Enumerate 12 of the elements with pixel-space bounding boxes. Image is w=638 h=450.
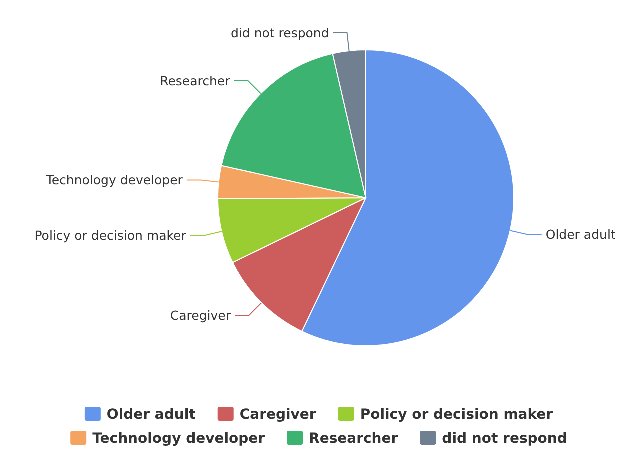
legend-label: Researcher — [309, 430, 398, 447]
legend-label: Technology developer — [92, 430, 266, 447]
slice-label: did not respond — [230, 25, 330, 40]
slice-label: Older adult — [546, 227, 616, 242]
slice-label: Policy or decision maker — [34, 228, 188, 244]
slice-label: Researcher — [160, 73, 232, 88]
legend-label: Caregiver — [240, 406, 316, 423]
legend-label: did not respond — [442, 430, 568, 447]
slice-label: Technology developer — [45, 172, 184, 188]
legend-label: Older adult — [106, 406, 196, 423]
slice-label: Caregiver — [170, 308, 232, 324]
legend-label: Policy or decision maker — [360, 406, 554, 423]
